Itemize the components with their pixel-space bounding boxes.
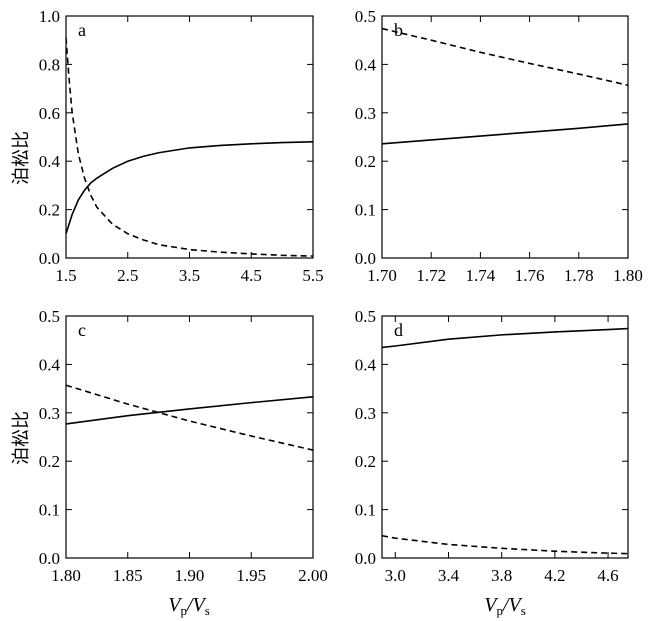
plot-frame — [381, 315, 629, 559]
x-tick-label: 1.90 — [175, 566, 205, 585]
y-tick-label: 0.1 — [355, 501, 376, 520]
plot-frame — [65, 315, 314, 559]
plot-frame — [381, 15, 629, 259]
x-axis-title-right: Vp/Vs — [484, 594, 526, 618]
panel-b: 0.0 0.1 0.2 0.3 0.4 0.5 1.70 1.72 1.74 1.76 1.78 1.… — [355, 7, 643, 285]
y-tick-label: 0.2 — [39, 201, 60, 220]
x-tick-label: 4.5 — [241, 266, 262, 285]
x-tick-label: 1.72 — [416, 266, 446, 285]
panel-a: 0.0 0.2 0.4 0.6 0.8 1.0 1.5 2.5 3.5 4.5 5.5 a — [39, 7, 324, 285]
y-tick-label: 0.5 — [355, 307, 376, 326]
y-tick-label: 0.2 — [355, 152, 376, 171]
x-tick-label: 1.70 — [367, 266, 397, 285]
y-tick-label: 0.5 — [39, 307, 60, 326]
x-tick-label: 5.5 — [302, 266, 323, 285]
y-tick-label: 0.4 — [355, 55, 377, 74]
series-line-dashed — [66, 384, 313, 451]
series-line-solid — [66, 396, 313, 425]
series-line-dashed — [66, 37, 313, 257]
x-tick-label: 1.78 — [564, 266, 594, 285]
y-tick-label: 0.3 — [355, 404, 376, 423]
x-tick-label: 1.5 — [55, 266, 76, 285]
y-tick-label: 0.5 — [355, 7, 376, 26]
y-tick-label: 0.1 — [39, 501, 60, 520]
panel-letter: a — [78, 20, 86, 40]
x-tick-label: 3.0 — [385, 566, 406, 585]
y-tick-label: 0.3 — [39, 404, 60, 423]
panels: 0.0 0.2 0.4 0.6 0.8 1.0 1.5 2.5 3.5 4.5 5.5 a 0.0 0.1… — [39, 7, 643, 585]
x-tick-label: 2.00 — [298, 566, 328, 585]
y-tick-label: 0.2 — [39, 452, 60, 471]
series-line-dashed — [382, 534, 628, 555]
x-tick-label: 2.5 — [117, 266, 138, 285]
y-tick-label: 0.4 — [39, 152, 61, 171]
x-tick-label: 4.6 — [597, 566, 618, 585]
y-tick-label: 0.0 — [39, 549, 60, 568]
x-tick-label: 1.95 — [236, 566, 266, 585]
series-line-dashed — [382, 27, 628, 86]
y-axis-title-top: 泊松比 — [11, 131, 32, 185]
x-tick-label: 3.8 — [491, 566, 512, 585]
y-tick-label: 0.4 — [39, 355, 61, 374]
x-tick-label: 1.85 — [113, 566, 143, 585]
x-tick-label: 3.4 — [438, 566, 460, 585]
panel-c: 0.0 0.1 0.2 0.3 0.4 0.5 1.80 1.85 1.90 1.95 2.00 c — [39, 307, 328, 585]
y-tick-label: 0.2 — [355, 452, 376, 471]
y-tick-label: 0.0 — [39, 249, 60, 268]
x-tick-label: 3.5 — [179, 266, 200, 285]
x-axis-title-left: Vp/Vs — [168, 594, 210, 618]
x-tick-label: 1.80 — [51, 566, 81, 585]
y-tick-label: 0.4 — [355, 355, 377, 374]
y-tick-label: 0.8 — [39, 55, 60, 74]
series-line-solid — [382, 123, 628, 145]
y-tick-label: 1.0 — [39, 7, 60, 26]
plot-frame — [65, 15, 314, 259]
y-axis-title-bottom: 泊松比 — [11, 411, 32, 465]
panel-letter: c — [78, 320, 86, 340]
panel-letter: b — [394, 20, 403, 40]
y-tick-label: 0.0 — [355, 549, 376, 568]
y-tick-label: 0.6 — [39, 104, 60, 123]
x-tick-label: 1.76 — [515, 266, 545, 285]
series-line-solid — [382, 327, 628, 349]
x-tick-label: 1.80 — [613, 266, 643, 285]
y-tick-label: 0.3 — [355, 104, 376, 123]
y-tick-label: 0.0 — [355, 249, 376, 268]
x-tick-label: 4.2 — [544, 566, 565, 585]
panel-letter: d — [394, 320, 403, 340]
x-tick-label: 1.74 — [466, 266, 496, 285]
y-tick-label: 0.1 — [355, 201, 376, 220]
panel-d: 0.0 0.1 0.2 0.3 0.4 0.5 3.0 3.4 3.8 4.2 4.6 d — [355, 307, 629, 585]
series-line-solid — [66, 141, 313, 235]
